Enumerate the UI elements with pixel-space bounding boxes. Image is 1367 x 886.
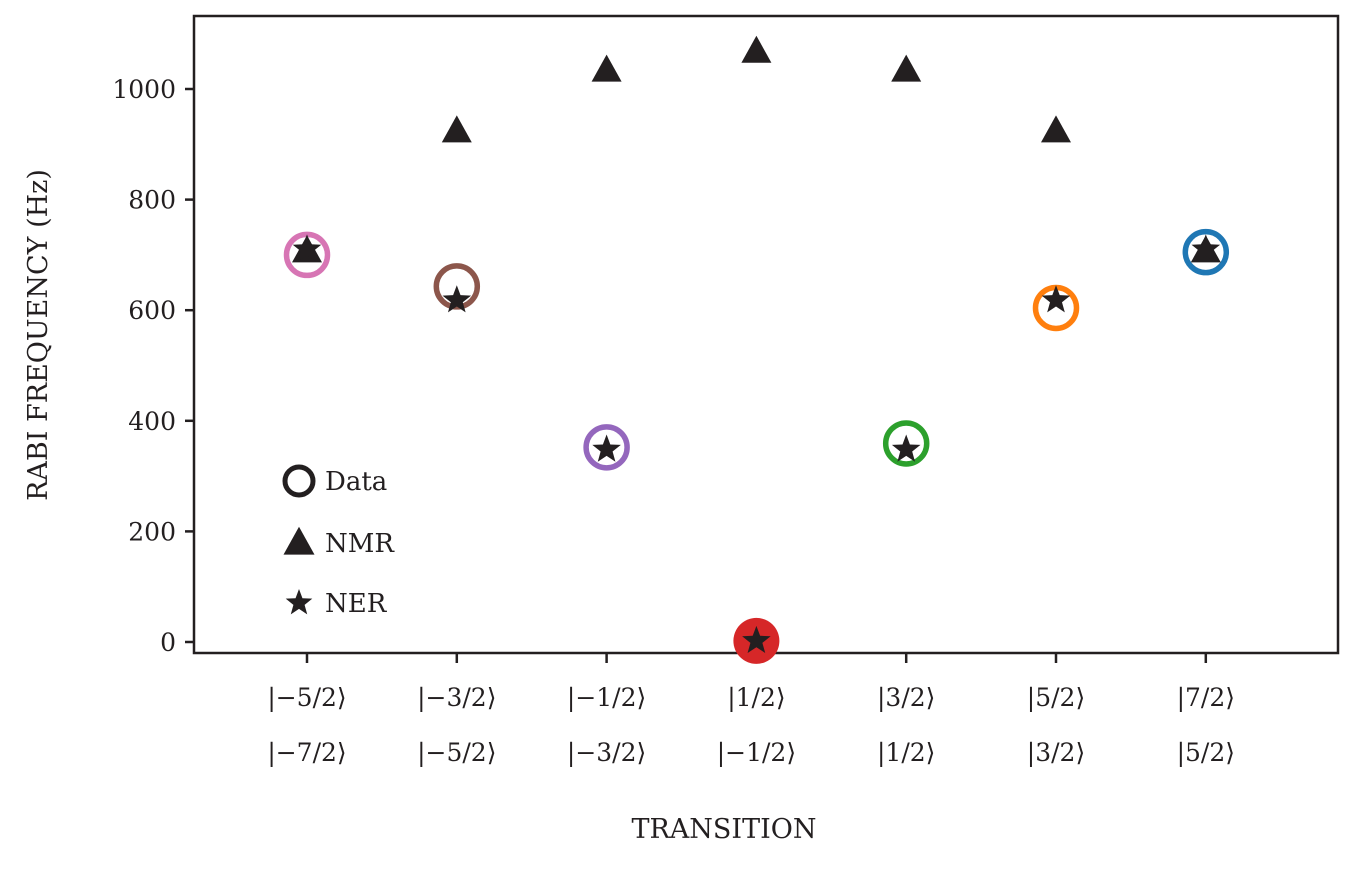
nmr-point-triangle <box>1041 115 1071 143</box>
y-tick-label: 200 <box>128 517 176 546</box>
ner-point-star <box>891 434 921 462</box>
nmr-point-triangle <box>441 115 472 143</box>
x-tick-label-lower: |−5/2⟩ <box>417 738 496 768</box>
legend-label: NMR <box>325 529 395 559</box>
x-tick-label-upper: |1/2⟩ <box>727 683 785 713</box>
legend: Data NMR NER <box>282 464 395 619</box>
legend-label: Data <box>325 467 387 497</box>
x-axis: |−5/2⟩ |−7/2⟩ |−3/2⟩ |−5/2⟩ |−1/2⟩ |−3/2⟩ |1/2… <box>267 653 1235 768</box>
y-tick-label: 800 <box>128 186 176 215</box>
ner-point-star <box>292 234 322 262</box>
x-tick-label-lower: |−3/2⟩ <box>567 738 646 768</box>
legend-circle-icon <box>282 464 316 498</box>
ner-point-star <box>592 434 621 462</box>
x-tick-label-lower: |−7/2⟩ <box>267 738 346 768</box>
y-tick-label: 600 <box>128 296 176 325</box>
x-tick-label-lower: |−1/2⟩ <box>717 738 796 768</box>
x-tick-label-lower: |1/2⟩ <box>877 738 935 768</box>
nmr-point-triangle <box>591 54 622 82</box>
x-tick-label-lower: |5/2⟩ <box>1177 738 1235 768</box>
x-tick-label-lower: |3/2⟩ <box>1027 738 1085 768</box>
x-tick-label-upper: |7/2⟩ <box>1177 683 1235 713</box>
x-tick-label-upper: |−3/2⟩ <box>417 683 496 713</box>
x-tick-label-upper: |−1/2⟩ <box>567 683 646 713</box>
ner-point-star <box>1191 234 1221 262</box>
y-axis: 0 200 400 600 800 1000 <box>112 75 194 657</box>
ner-point-star <box>442 285 472 313</box>
y-tick-label: 0 <box>160 628 176 657</box>
x-tick-label-upper: |3/2⟩ <box>877 683 935 713</box>
x-tick-label-upper: |5/2⟩ <box>1027 683 1085 713</box>
data-point-circle <box>583 424 630 471</box>
legend-label: NER <box>325 589 388 619</box>
nmr-point-triangle <box>891 54 922 82</box>
legend-triangle-icon <box>283 526 315 555</box>
legend-star-icon <box>285 589 313 615</box>
y-tick-label: 1000 <box>112 75 176 104</box>
data-point-circle <box>1182 228 1230 276</box>
y-tick-label: 400 <box>128 407 176 436</box>
data-point-circle <box>433 263 481 310</box>
data-marks <box>283 35 1230 664</box>
nmr-point-triangle <box>741 35 772 63</box>
ner-point-star <box>742 625 771 654</box>
data-point-circle <box>882 420 930 467</box>
ner-point-star <box>1041 285 1071 313</box>
x-axis-title: TRANSITION <box>631 814 816 845</box>
y-axis-title: RABI FREQUENCY (Hz) <box>23 169 54 501</box>
x-tick-label-upper: |−5/2⟩ <box>267 683 346 713</box>
